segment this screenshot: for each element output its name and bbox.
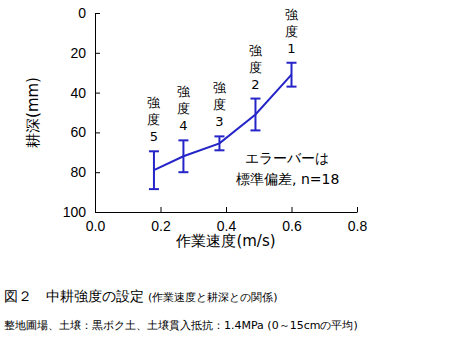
y-tick-mark — [95, 212, 100, 213]
x-tick-label: 0.0 — [86, 218, 106, 234]
y-tick-label: 80 — [70, 164, 86, 180]
point-label: 強度5 — [147, 95, 160, 144]
annotation-line: 標準偏差, n=18 — [236, 171, 339, 187]
error-bar-stem — [254, 99, 256, 131]
x-tick-label: 0.8 — [348, 218, 368, 234]
error-bar-cap — [287, 62, 297, 64]
x-axis-title: 作業速度(m/s) — [175, 232, 275, 250]
error-bar — [214, 136, 224, 150]
error-bar — [149, 151, 159, 189]
x-tick-mark — [292, 207, 293, 212]
error-bar — [287, 63, 297, 87]
y-axis-line — [95, 14, 96, 213]
y-tick-mark — [95, 132, 100, 133]
y-tick: 100 — [63, 204, 100, 220]
chart: 0.0 0.2 0.4 0.6 0.8 0 20 40 60 80 100 作業速度(m/s) 耕深(m… — [0, 0, 454, 340]
y-tick-mark — [95, 172, 100, 173]
y-tick: 20 — [70, 45, 100, 61]
y-tick: 40 — [70, 85, 100, 101]
point-label: 強度4 — [177, 84, 190, 133]
y-tick-label: 100 — [63, 204, 87, 220]
x-tick-mark — [357, 207, 358, 212]
y-axis: 0 20 40 60 80 100 — [63, 5, 100, 220]
error-bar-cap — [149, 150, 159, 152]
y-tick-mark — [95, 13, 100, 14]
x-tick-label: 0.2 — [151, 218, 171, 234]
error-bar-cap — [250, 129, 260, 131]
error-bar-stem — [153, 151, 155, 189]
annotation-line: エラーバーは — [245, 150, 329, 166]
y-tick: 60 — [70, 124, 100, 140]
subtitle: (作業速度と耕深との関係) — [148, 291, 278, 304]
error-bar-cap — [178, 139, 188, 141]
y-tick-label: 60 — [70, 124, 86, 140]
error-bar-cap — [287, 86, 297, 88]
error-bar-stem — [291, 63, 293, 87]
title: 図２ 中耕強度の設定 — [4, 288, 144, 304]
note: 整地圃場、土壌：黒ボク土、土壌貫入抵抗：1.4MPa (0～15cmの平均) — [4, 319, 358, 332]
y-tick: 0 — [78, 5, 100, 21]
point-labels: 強度5 強度4 強度3 強度2 強度1 — [147, 7, 298, 145]
x-axis-line — [96, 212, 358, 213]
x-tick-mark — [226, 207, 227, 212]
error-bar — [250, 99, 260, 131]
error-bar — [178, 140, 188, 172]
x-tick: 0.2 — [151, 207, 171, 234]
x-tick: 0.6 — [282, 207, 302, 234]
y-tick-mark — [95, 93, 100, 94]
point-label: 強度3 — [213, 80, 226, 129]
error-bar-cap — [149, 188, 159, 190]
error-bar-stem — [218, 136, 220, 150]
x-tick: 0.8 — [348, 207, 368, 234]
error-bar-cap — [250, 98, 260, 100]
annotation: エラーバーは標準偏差, n=18 — [236, 150, 339, 187]
point-label: 強度2 — [249, 43, 262, 92]
error-bar-cap — [214, 149, 224, 151]
y-tick-label: 0 — [78, 5, 86, 21]
x-tick-label: 0.6 — [282, 218, 302, 234]
y-tick-mark — [95, 53, 100, 54]
error-bar-stem — [182, 140, 184, 172]
error-bar-cap — [214, 135, 224, 137]
y-tick: 80 — [70, 164, 100, 180]
y-tick-label: 40 — [70, 85, 86, 101]
title-block: 図２ 中耕強度の設定 (作業速度と耕深との関係) — [4, 288, 278, 304]
y-axis-title: 耕深(mm) — [24, 77, 42, 148]
y-tick-label: 20 — [70, 45, 86, 61]
error-bar-cap — [178, 171, 188, 173]
x-tick-mark — [161, 207, 162, 212]
x-axis: 0.0 0.2 0.4 0.6 0.8 — [86, 207, 368, 234]
point-label: 強度1 — [285, 7, 298, 56]
x-tick: 0.4 — [217, 207, 237, 234]
